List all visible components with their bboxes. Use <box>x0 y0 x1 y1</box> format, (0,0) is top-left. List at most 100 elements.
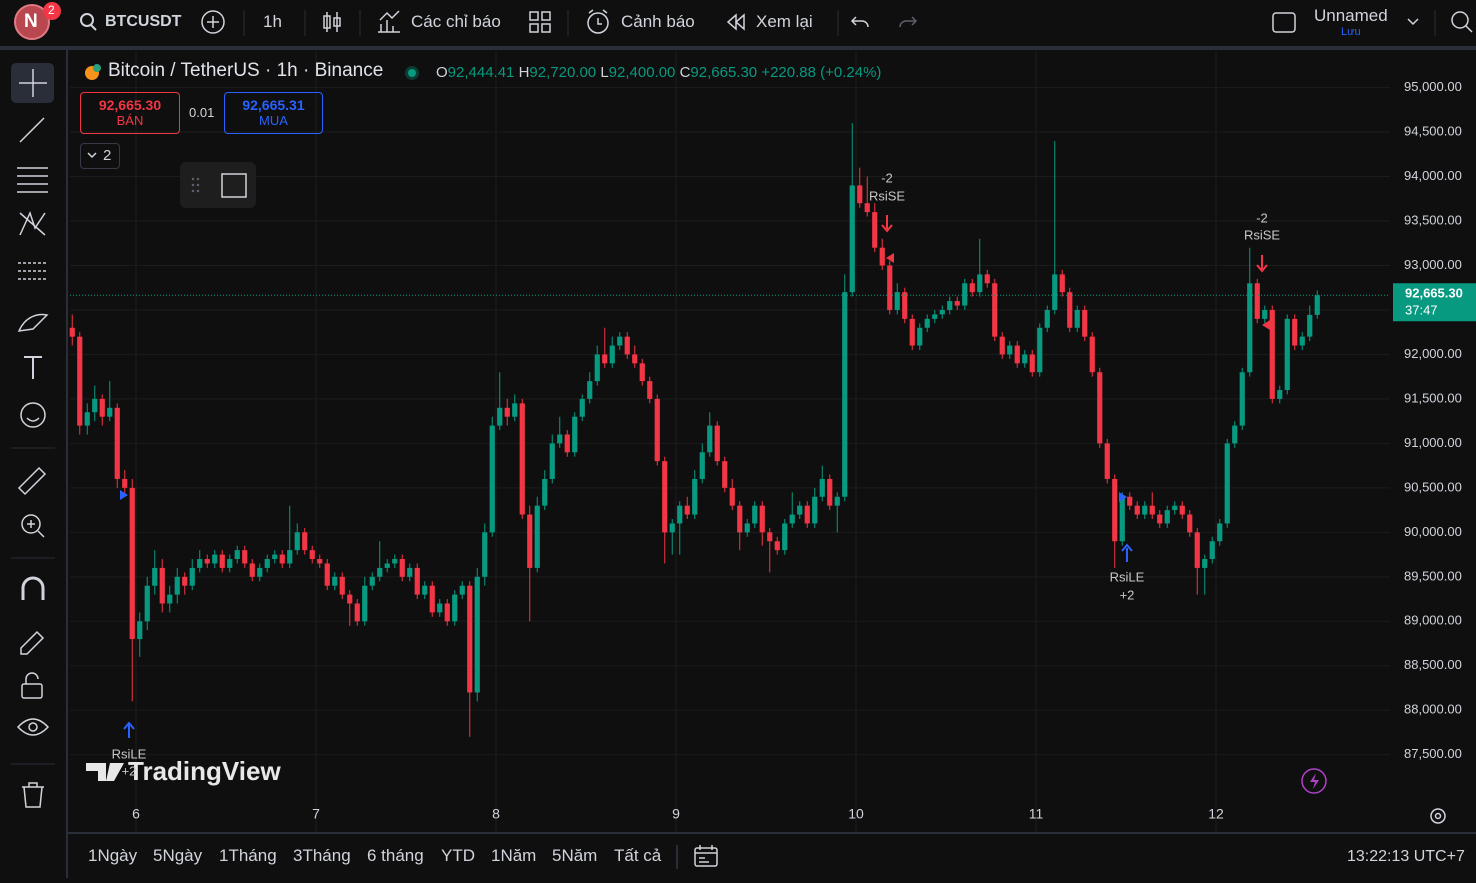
clock[interactable]: 13:22:13 UTC+7 <box>1347 848 1465 865</box>
range-button[interactable]: 3Tháng <box>293 846 351 865</box>
layout-menu-icon[interactable] <box>1407 18 1419 26</box>
low-value: 92,400.00 <box>608 64 676 81</box>
candle-body <box>767 532 773 542</box>
projection-tool[interactable] <box>18 262 48 280</box>
interval[interactable]: 1h <box>263 12 282 31</box>
add-icon[interactable] <box>201 10 225 34</box>
float-tools <box>191 173 247 198</box>
candle-body <box>1179 505 1185 515</box>
candle-body <box>1112 478 1118 542</box>
badge <box>43 2 61 20</box>
zoom-tool[interactable] <box>21 514 41 534</box>
candle-body <box>1142 505 1148 515</box>
lock-draw-tool[interactable] <box>20 630 45 655</box>
search-icon <box>90 24 97 31</box>
quantity[interactable]: 0.01 <box>189 105 215 120</box>
avatar[interactable] <box>14 4 50 40</box>
crosshair-tool[interactable] <box>19 69 47 97</box>
templates-icon[interactable] <box>529 11 551 33</box>
buy-button[interactable]: 92,665.31 MUA <box>224 92 323 134</box>
candle-body <box>632 354 638 364</box>
quick-search-icon[interactable] <box>1451 11 1469 29</box>
layout-name[interactable]: Unnamed <box>1314 6 1388 25</box>
replay-icon[interactable] <box>726 13 745 31</box>
candle-body <box>774 541 780 551</box>
candle-body <box>669 523 675 533</box>
alerts-button[interactable]: Cảnh báo <box>621 12 695 31</box>
y-tick-label: 94,000.00 <box>1404 168 1462 183</box>
coin-icon <box>85 64 101 80</box>
range-button[interactable]: 1Tháng <box>219 846 277 865</box>
candle-body <box>1029 354 1035 373</box>
indicators-toggle[interactable]: 2 <box>80 143 120 169</box>
candle-body <box>1217 523 1223 542</box>
range-button[interactable]: 5Năm <box>552 846 598 865</box>
range-button[interactable]: 5Ngày <box>153 846 203 865</box>
y-tick-label: 91,500.00 <box>1404 390 1462 405</box>
candle-body <box>1164 510 1170 524</box>
indicators-button[interactable]: Các chỉ báo <box>411 12 501 31</box>
fib-tool[interactable] <box>17 167 48 193</box>
delete-tool[interactable] <box>22 782 44 808</box>
candle-body <box>1202 559 1208 568</box>
candle-body <box>564 434 570 453</box>
candle-body <box>144 585 150 622</box>
settings-button[interactable] <box>1430 808 1446 824</box>
redo-icon[interactable] <box>899 16 918 28</box>
magnet-tool[interactable] <box>21 576 45 600</box>
range-button[interactable]: 6 tháng <box>367 846 424 865</box>
candle-body <box>617 336 623 346</box>
candle-body <box>429 585 435 613</box>
layout-icon[interactable] <box>1272 12 1296 33</box>
visibility-tool[interactable] <box>16 718 50 736</box>
lock-tool[interactable] <box>21 683 43 699</box>
save-status[interactable]: Lưu <box>1341 26 1361 38</box>
candle-body <box>339 576 345 595</box>
sell-button[interactable]: 92,665.30 BÁN <box>80 92 180 134</box>
pattern-tool[interactable] <box>19 210 46 236</box>
candle-body <box>347 594 353 604</box>
signal-qty: +2 <box>1120 587 1135 602</box>
range-bar <box>68 835 1476 878</box>
brush-tool[interactable] <box>17 313 49 332</box>
trendline-tool[interactable] <box>19 117 45 143</box>
toolbar-icons <box>14 2 1473 40</box>
indicator-icon[interactable] <box>378 10 400 33</box>
alert-icon <box>588 9 608 25</box>
search-icon[interactable] <box>80 13 94 27</box>
chart-type-icon[interactable] <box>323 12 341 32</box>
candles <box>69 123 1390 737</box>
range-button[interactable]: Tất cả <box>614 846 662 865</box>
y-tick-label: 94,500.00 <box>1404 123 1462 138</box>
y-tick-label: 90,500.00 <box>1404 479 1462 494</box>
text-tool[interactable] <box>24 356 42 379</box>
signal-name: RsiLE <box>1110 569 1145 584</box>
range-button[interactable]: 1Năm <box>491 846 537 865</box>
rect-tool[interactable] <box>221 173 247 198</box>
undo-icon[interactable] <box>850 16 869 28</box>
emoji-tool[interactable] <box>20 402 46 428</box>
range-button[interactable]: 1Ngày <box>88 846 138 865</box>
symbol[interactable]: BTCUSDT <box>105 13 182 30</box>
candle-body <box>924 318 930 328</box>
drag-handle[interactable] <box>191 177 200 193</box>
candle-body <box>572 416 578 453</box>
measure-tool[interactable] <box>17 466 47 496</box>
candle-body <box>1262 309 1268 319</box>
candle-body <box>834 496 840 506</box>
candle-body <box>519 403 525 515</box>
replay-button[interactable]: Xem lại <box>756 12 813 31</box>
sell-arrow <box>881 215 893 233</box>
ohlc-legend: O92,444.41 H92,720.00 L92,400.00 C92,665… <box>436 64 881 81</box>
candle-body <box>864 203 870 213</box>
alert-icon[interactable] <box>587 12 609 34</box>
candle-body <box>114 407 120 479</box>
candle-body <box>317 559 323 564</box>
lightning-button[interactable] <box>1301 768 1327 794</box>
y-tick-label: 91,000.00 <box>1404 435 1462 450</box>
candle-body <box>744 523 750 533</box>
candle-body <box>452 594 458 622</box>
range-button[interactable]: YTD <box>441 846 475 865</box>
date-range-icon[interactable] <box>674 842 724 872</box>
lightning-icon <box>1310 773 1319 789</box>
